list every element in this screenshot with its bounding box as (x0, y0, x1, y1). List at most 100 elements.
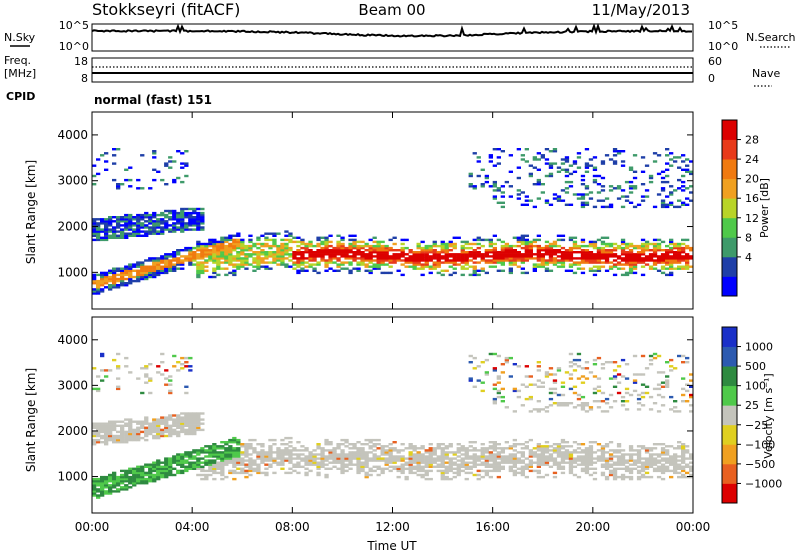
heatmap-cell (172, 430, 177, 434)
heatmap-cell (544, 263, 550, 266)
heatmap-cell (572, 246, 578, 250)
heatmap-cell (652, 469, 658, 473)
heatmap-cell (188, 251, 193, 254)
heatmap-cell (669, 475, 674, 479)
heatmap-cell (512, 249, 517, 252)
heatmap-cell (352, 255, 357, 258)
heatmap-cell (160, 230, 165, 233)
heatmap-cell (360, 463, 365, 466)
heatmap-cell (612, 160, 618, 163)
heatmap-cell (332, 447, 337, 450)
heatmap-cell (96, 494, 101, 497)
heatmap-cell (600, 455, 606, 458)
heatmap-cell (681, 185, 686, 188)
heatmap-cell (184, 391, 189, 395)
heatmap-cell (484, 463, 489, 466)
heatmap-cell (196, 465, 201, 468)
heatmap-cell (140, 391, 145, 395)
heatmap-cell (416, 259, 421, 262)
heatmap-cell (608, 189, 614, 192)
heatmap-cell (368, 457, 373, 460)
heatmap-cell (188, 426, 193, 429)
heatmap-cell (564, 249, 570, 252)
heatmap-cell (584, 467, 590, 470)
heatmap-cell (540, 459, 545, 462)
heatmap-cell (108, 490, 113, 493)
heatmap-cell (552, 242, 558, 246)
heatmap-cell (544, 457, 550, 460)
heatmap-cell (592, 467, 598, 470)
heatmap-cell (548, 259, 554, 262)
heatmap-cell (492, 195, 497, 198)
heatmap-cell (568, 459, 574, 462)
heatmap-cell (164, 209, 169, 213)
heatmap-cell (348, 251, 353, 254)
heatmap-cell (284, 453, 289, 456)
heatmap-cell (200, 418, 205, 421)
heatmap-cell (576, 251, 582, 254)
heatmap-cell (372, 236, 377, 239)
heatmap-cell (564, 160, 570, 163)
heatmap-cell (136, 480, 141, 483)
heatmap-cell (480, 475, 485, 479)
heatmap-cell (280, 459, 285, 462)
heatmap-cell (656, 393, 662, 397)
heatmap-cell (244, 246, 249, 250)
heatmap-cell (356, 261, 361, 264)
heatmap-cell (400, 249, 405, 252)
heatmap-cell (669, 246, 674, 250)
heatmap-cell (524, 375, 529, 378)
heatmap-cell (536, 475, 541, 479)
heatmap-cell (100, 220, 105, 223)
heatmap-cell (665, 375, 670, 378)
heatmap-cell (360, 246, 365, 250)
heatmap-cell (556, 393, 562, 397)
heatmap-cell (596, 191, 602, 194)
heatmap-cell (440, 469, 445, 473)
heatmap-cell (416, 255, 421, 258)
heatmap-cell (172, 422, 177, 425)
heatmap-cell (292, 240, 297, 244)
heatmap-cell (100, 354, 105, 358)
heatmap-cell (552, 443, 558, 446)
heatmap-cell (544, 406, 550, 409)
heatmap-cell (548, 367, 554, 370)
heatmap-cell (380, 244, 385, 248)
heatmap-cell (124, 234, 129, 237)
heatmap-cell (268, 255, 273, 258)
heatmap-cell (260, 253, 265, 256)
heatmap-cell (584, 255, 590, 258)
heatmap-cell (484, 449, 489, 452)
heatmap-cell (92, 441, 97, 444)
heatmap-cell (236, 263, 241, 266)
heatmap-cell (112, 275, 117, 279)
heatmap-cell (112, 228, 117, 231)
heatmap-cell (572, 461, 578, 464)
heatmap-cell (460, 461, 465, 464)
heatmap-cell (212, 461, 217, 464)
heatmap-cell (456, 473, 461, 477)
heatmap-cell (172, 259, 177, 262)
heatmap-cell (128, 434, 133, 438)
heatmap-cell (188, 246, 193, 250)
heatmap-cell (296, 465, 301, 468)
heatmap-cell (192, 255, 197, 258)
heatmap-cell (464, 453, 469, 456)
heatmap-cell (244, 463, 249, 466)
heatmap-cell (164, 253, 169, 256)
heatmap-cell (552, 193, 558, 196)
heatmap-cell (584, 410, 590, 413)
heatmap-cell (380, 251, 385, 254)
heatmap-cell (444, 249, 449, 252)
heatmap-cell (240, 257, 245, 260)
heatmap-cell (548, 465, 554, 468)
heatmap-cell (348, 271, 353, 275)
heatmap-cell (584, 249, 590, 252)
heatmap-cell (172, 216, 177, 219)
heatmap-cell (492, 234, 497, 237)
heatmap-cell (268, 459, 273, 462)
heatmap-cell (132, 218, 137, 221)
heatmap-cell (284, 447, 289, 450)
heatmap-cell (348, 463, 353, 466)
heatmap-cell (212, 469, 217, 473)
